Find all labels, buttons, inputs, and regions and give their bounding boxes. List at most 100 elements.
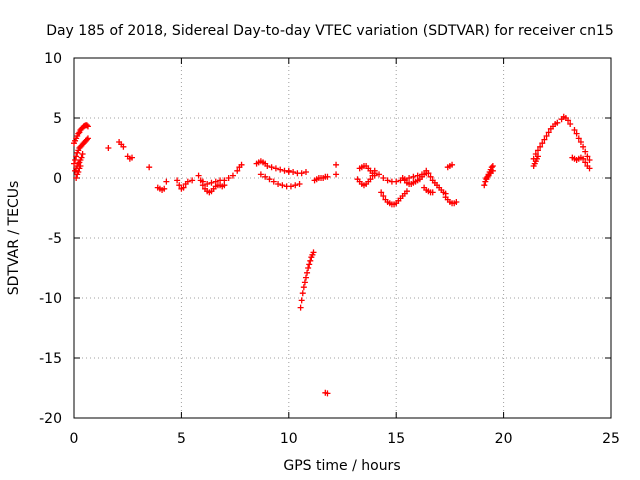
y-tick-label: -20: [39, 411, 62, 427]
data-point: [257, 171, 264, 178]
series-arc-21: [423, 167, 449, 197]
series-arc-4: [73, 163, 84, 181]
data-point: [306, 261, 313, 268]
data-point: [489, 167, 496, 174]
data-point: [376, 171, 383, 178]
data-point: [304, 269, 311, 276]
data-point: [285, 167, 292, 174]
y-tick-label: -15: [39, 351, 62, 367]
series-arc-28: [530, 153, 541, 169]
series-arc-1: [71, 122, 91, 147]
data-point: [384, 177, 391, 184]
series-arc-9: [199, 161, 245, 187]
data-point: [298, 297, 305, 304]
data-point: [586, 165, 593, 172]
data-point: [268, 164, 275, 171]
series-arc-31: [569, 154, 593, 172]
data-point: [545, 129, 552, 136]
data-point: [537, 143, 544, 150]
series-arc-13: [297, 249, 317, 311]
series-arc-24: [444, 161, 456, 171]
data-point: [212, 178, 219, 185]
data-point: [582, 159, 589, 166]
y-tick-label: -5: [48, 231, 62, 247]
plot-frame: [73, 57, 612, 419]
series-arc-29: [558, 113, 574, 127]
data-point: [84, 123, 91, 130]
data-point: [449, 161, 456, 168]
series-arc-27: [530, 119, 561, 162]
series-arc-7: [174, 177, 196, 192]
grid-lines: [74, 58, 611, 418]
data-point: [290, 169, 297, 175]
data-point: [238, 161, 245, 168]
data-point: [272, 165, 279, 172]
data-point: [234, 167, 241, 174]
data-point: [586, 157, 593, 163]
data-point: [324, 390, 331, 397]
data-point: [307, 257, 314, 264]
data-point: [174, 177, 181, 184]
data-point: [77, 163, 84, 169]
data-point: [73, 175, 80, 181]
data-point: [580, 155, 587, 162]
data-point: [584, 153, 591, 160]
data-point: [333, 171, 340, 178]
series-arc-12: [285, 167, 309, 177]
data-point: [310, 249, 317, 256]
data-point: [301, 279, 308, 286]
data-point: [229, 172, 236, 179]
series-arc-23: [442, 194, 460, 207]
y-tick-label: 0: [53, 171, 62, 187]
data-point: [582, 148, 589, 155]
data-point: [78, 154, 85, 161]
data-point: [367, 176, 374, 183]
data-point: [79, 151, 86, 157]
data-point: [225, 175, 232, 181]
data-point: [300, 284, 307, 291]
data-point: [270, 178, 277, 185]
data-point: [534, 147, 541, 154]
data-point: [577, 139, 584, 145]
data-point: [277, 166, 284, 173]
y-tick-label: -10: [39, 291, 62, 307]
data-point: [275, 181, 282, 187]
data-point: [565, 117, 572, 124]
data-point: [83, 122, 90, 129]
data-point: [571, 127, 578, 133]
data-point: [453, 199, 460, 205]
x-tick-label: 5: [177, 431, 186, 447]
data-point: [73, 153, 80, 160]
data-point: [580, 143, 587, 150]
data-point: [429, 189, 436, 196]
series-arc-30: [571, 127, 593, 163]
data-point: [554, 119, 561, 126]
data-point: [534, 153, 541, 160]
series-arc-15: [322, 161, 340, 397]
series-arc-10: [253, 158, 292, 175]
series-arc-11: [257, 171, 303, 190]
data-point: [333, 161, 340, 168]
series-arc-22: [421, 184, 436, 196]
data-point: [541, 136, 548, 143]
data-point: [380, 193, 387, 199]
data-point: [221, 177, 228, 184]
data-point: [128, 154, 135, 161]
chart-title: Day 185 of 2018, Sidereal Day-to-day VTE…: [46, 23, 614, 39]
series-arc-18: [378, 188, 410, 208]
series-arc-2: [71, 135, 91, 167]
x-tick-label: 15: [387, 431, 405, 447]
data-point: [184, 178, 191, 185]
x-tick-label: 10: [280, 431, 298, 447]
data-point: [262, 173, 269, 180]
data-point: [83, 136, 90, 143]
x-tick-label: 25: [602, 431, 620, 447]
y-tick-label: 5: [53, 111, 62, 127]
data-point: [161, 185, 168, 192]
data-point: [378, 189, 385, 196]
x-tick-label: 0: [70, 431, 79, 447]
data-point: [297, 304, 304, 311]
y-tick-labels: -20 -15 -10 -5 0 5 10: [39, 51, 62, 427]
data-point: [380, 175, 387, 181]
